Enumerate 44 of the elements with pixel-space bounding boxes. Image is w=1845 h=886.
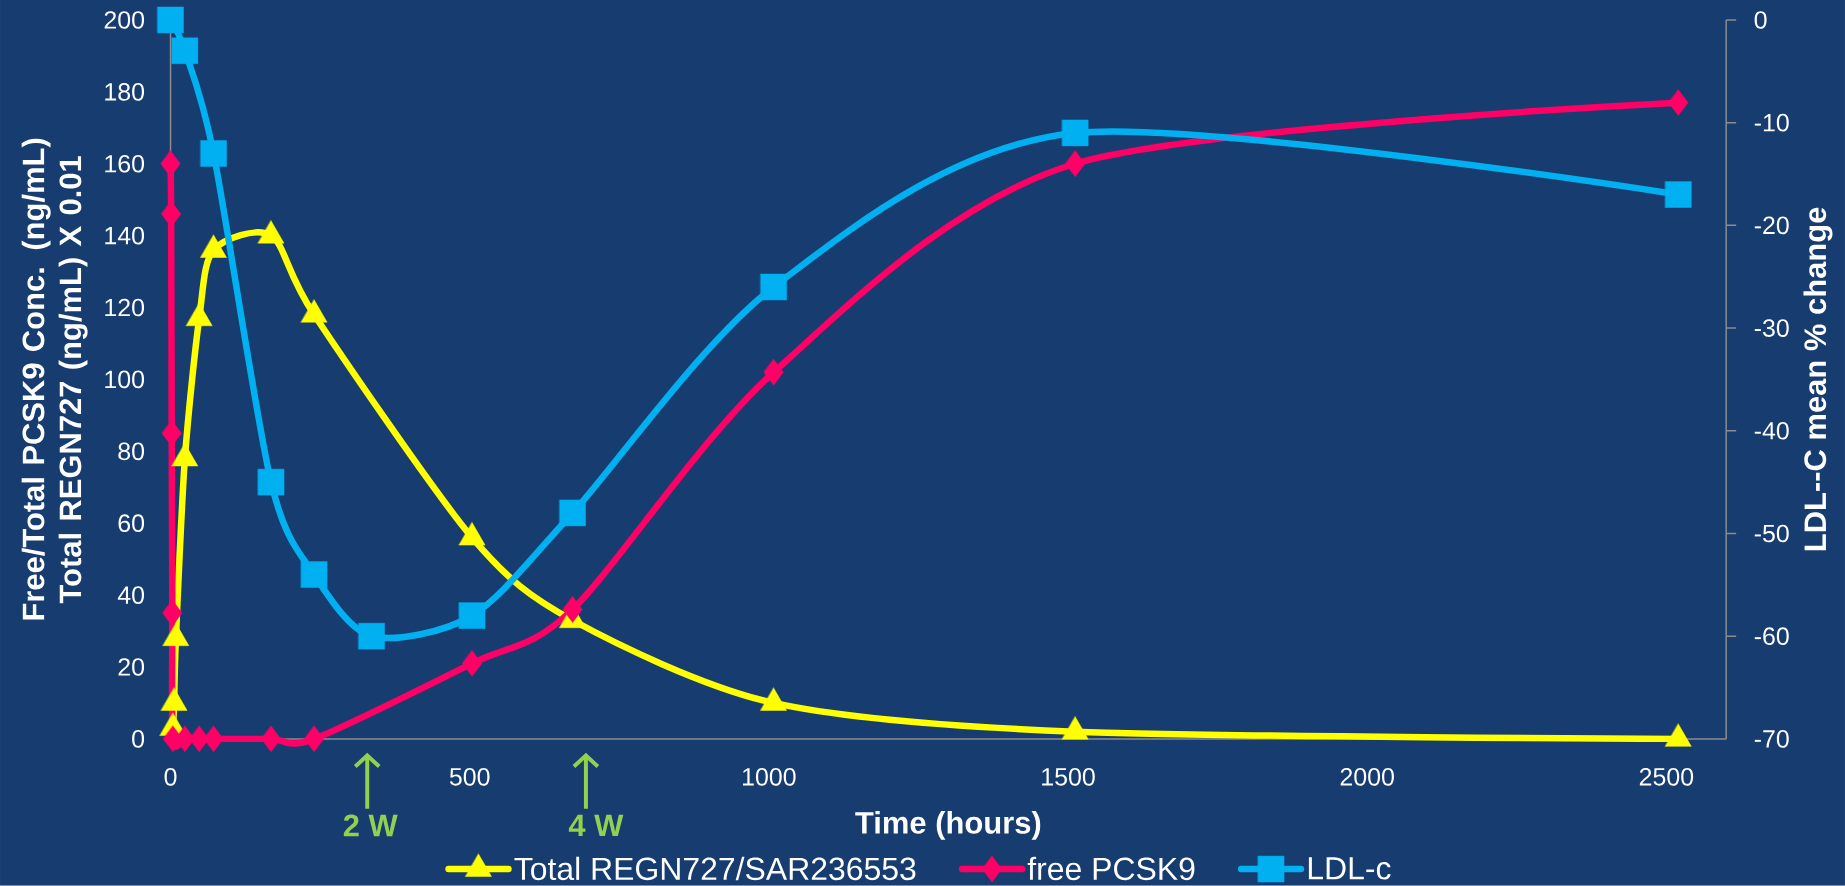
y-tick-label: 60 [118, 514, 145, 533]
y2-tick-label: -40 [1754, 422, 1789, 440]
y-tick-label: 80 [118, 442, 145, 461]
point [1665, 181, 1692, 208]
y-tick-label: 160 [105, 155, 145, 173]
y2-tick-label: 0 [1754, 11, 1767, 29]
x-axis-title: Time (hours) [855, 811, 1041, 841]
x-tick-label: 500 [449, 768, 490, 786]
y2-tick-label: -60 [1754, 627, 1789, 646]
y-tick-label: 180 [105, 83, 145, 101]
y-tick-label: 40 [117, 586, 145, 605]
x-tick-label: 1000 [742, 768, 796, 786]
y2-tick-label: -30 [1754, 319, 1789, 338]
legend-label: LDL-c [1308, 857, 1391, 880]
y2-tick-label: -70 [1754, 730, 1789, 748]
point [171, 37, 199, 65]
y2-axis-title: LDL--C mean % change [1803, 207, 1833, 551]
y-tick-label: 20 [118, 658, 145, 676]
legend-label: free PCSK9 [1027, 856, 1195, 881]
text: 2 W [343, 814, 398, 837]
y-tick-label: 0 [132, 730, 145, 748]
y-tick-label: 100 [105, 370, 145, 389]
point [300, 561, 328, 588]
point [760, 273, 787, 301]
point [458, 602, 486, 630]
x-tick-label: 1500 [1042, 768, 1095, 786]
x-tick-label: 2000 [1340, 768, 1394, 786]
text: 4 W [568, 814, 624, 837]
y-tick-label: 200 [104, 11, 145, 29]
point [358, 623, 385, 650]
point [1061, 119, 1089, 147]
legend-label: Total REGN727/SAR236553 [514, 856, 916, 881]
point [559, 499, 586, 527]
y-tick-label: 120 [105, 298, 145, 317]
y-tick-label: 140 [105, 226, 145, 245]
y2-tick-label: -50 [1754, 524, 1789, 543]
x-tick-label: 0 [164, 768, 177, 786]
y2-tick-label: -20 [1754, 216, 1789, 235]
point [200, 140, 227, 167]
point [257, 469, 285, 496]
x-tick-label: 2500 [1639, 768, 1694, 786]
y-axis-title: Free/Total PCSK9 Conc. (ng/mL) Total REGN727 (ng/mL) X 0.01 [21, 138, 88, 620]
point [157, 6, 184, 34]
y2-tick-label: -10 [1754, 114, 1789, 132]
